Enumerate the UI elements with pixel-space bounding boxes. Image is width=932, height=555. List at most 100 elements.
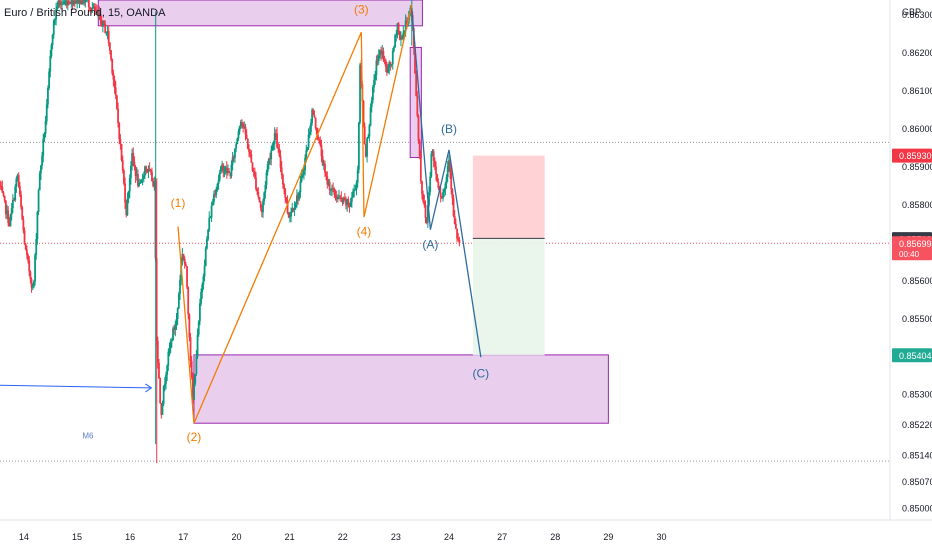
price-tick-label: 0.86100 [902,86,932,96]
candle-body [22,219,25,231]
candle-body [131,153,133,166]
candle-body [342,197,345,203]
candle-body [133,161,136,168]
candle-body [222,164,225,173]
candle-body [27,254,29,261]
candle-body [3,195,6,201]
candle-body [310,122,312,132]
candle-body [108,42,111,51]
candle-body [363,126,366,145]
candle-body [251,162,254,171]
time-tick-label: 14 [19,532,29,542]
candle-body [391,50,394,65]
candle-body [101,20,104,27]
candle-body [220,166,222,173]
candle-body [142,175,145,179]
candle-body [57,0,60,7]
price-badge-label: 0.85930 [899,151,932,161]
candle-body [172,328,174,341]
candle-body [248,148,250,152]
candle-body [271,144,274,151]
candle-body [436,174,439,182]
candle-body [153,181,156,187]
candle-body [123,170,125,184]
candle-body [328,181,331,191]
candle-body [236,138,239,144]
candle-body [454,223,457,229]
candle-body [255,177,257,189]
candle-body [356,169,359,183]
candle-body [64,0,67,2]
price-tick-label: 0.86000 [902,124,932,134]
candle-body [118,123,121,140]
candle-body [414,48,416,74]
candle-body [426,205,429,223]
candle-body [188,314,191,338]
candle-body [370,100,373,108]
candle-body [63,1,66,4]
candle-body [452,198,455,216]
candle-body [343,197,346,200]
candle-body [2,192,5,196]
candle-body [366,138,368,157]
candle-body [23,230,26,245]
candle-body [166,365,169,375]
candle-body [45,104,48,122]
candle-body [346,199,349,206]
candle-body [50,44,53,57]
candle-body [92,6,95,8]
candle-body [246,138,249,149]
candle-body [114,87,117,96]
candle-body [0,185,3,187]
candle-body [207,229,209,240]
candle-body [163,383,166,387]
candle-body [98,12,101,15]
candle-body [347,199,350,205]
price-tick-label: 0.85600 [902,276,932,286]
candle-body [191,377,194,400]
candle-body [280,167,283,175]
candle-body [402,32,405,40]
price-tick-label: 0.85140 [902,450,932,460]
candle-body [422,194,425,202]
candle-body [104,23,107,34]
candle-body [183,258,186,265]
blue-arrow-line [0,384,152,389]
annotation-label: M6 [82,431,94,440]
candle-body [265,172,268,185]
candle-body [362,101,365,127]
candle-body [197,321,200,335]
candle-body [318,139,321,141]
candle-body [152,181,155,187]
candle-body [200,291,202,304]
candle-body [227,170,229,174]
candle-body [124,183,126,203]
candle-body [257,191,260,197]
price-badge-label: 0.85404 [899,351,932,361]
candle-body [424,205,427,218]
candle-body [79,0,82,5]
price-tick-label: 0.85070 [902,477,932,487]
candle-body [332,188,335,190]
candle-body [148,168,151,171]
candle-body [269,158,271,160]
candle-body [117,108,119,124]
price-tick-label: 0.85300 [902,390,932,400]
candle-body [382,51,385,60]
candle-body [456,228,458,239]
candle-body [161,403,164,415]
candle-body [403,30,406,33]
candle-body [446,165,449,177]
candle-body [162,386,165,404]
candle-body [267,158,270,164]
candle-body [127,191,130,199]
candle-body [235,143,238,149]
candle-body [395,35,398,36]
candle-body [388,61,391,68]
candle-body [120,144,123,161]
candle-body [126,198,129,216]
candle-body [202,276,205,285]
candle-body [457,238,460,240]
candle-body [214,194,216,196]
